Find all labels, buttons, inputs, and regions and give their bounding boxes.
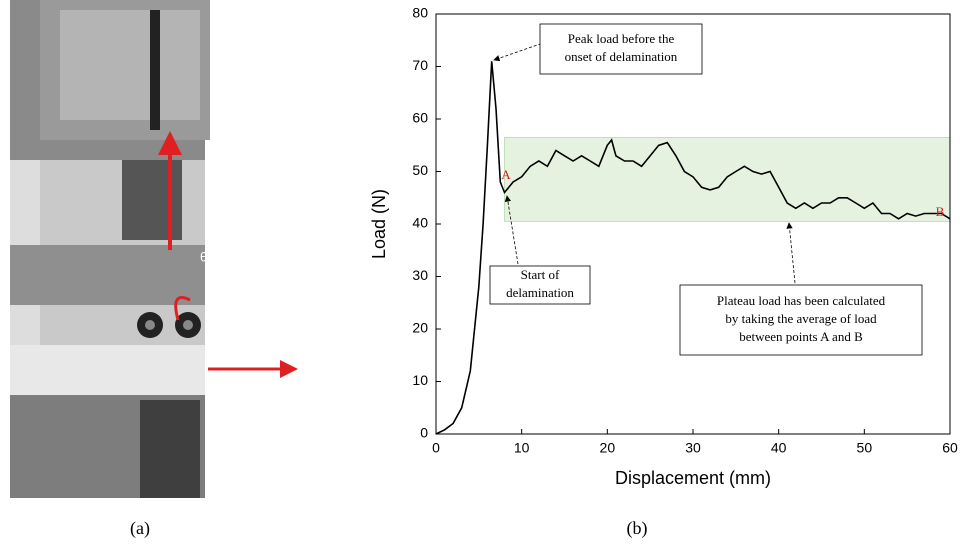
plot-frame: [435, 13, 951, 435]
annotation-arrow: [504, 195, 519, 265]
y-tick-label: 20: [412, 320, 428, 336]
x-axis-label: Displacement (mm): [615, 468, 771, 488]
photo-annotation: θ = 90°: [200, 249, 242, 264]
annotation-text: delamination: [506, 285, 574, 300]
y-tick-label: 0: [420, 425, 428, 441]
x-tick-label: 50: [857, 440, 873, 456]
annotation-text: between points A and B: [739, 329, 863, 344]
chart: 0 10 20 30 40 50 60 0 10 20 30 40 50 60 70 80 Displaceme…: [369, 5, 958, 488]
annotation-arrow: [786, 222, 796, 284]
annotation-arrow: [493, 41, 547, 62]
x-tick-label: 40: [771, 440, 787, 456]
plateau-region: [504, 136, 951, 222]
photo: θ = 90°: [10, 0, 298, 498]
x-tick-label: 30: [685, 440, 701, 456]
annotation-box: [679, 284, 923, 356]
y-tick-label: 30: [412, 267, 428, 283]
load-curve: [435, 61, 951, 435]
annotation-text: by taking the average of load: [725, 311, 877, 326]
y-tick-label: 10: [412, 372, 428, 388]
point-label: B: [936, 204, 945, 219]
annotation-text: Plateau load has been calculated: [717, 293, 886, 308]
y-tick-label: 60: [412, 110, 428, 126]
x-tick-label: 20: [600, 440, 616, 456]
annotation-text: Start of: [521, 267, 560, 282]
x-tick-label: 0: [432, 440, 440, 456]
annotation-box: [539, 23, 703, 75]
x-tick-label: 60: [942, 440, 958, 456]
annotation-text: onset of delamination: [565, 49, 678, 64]
annotation-box: [489, 265, 591, 305]
y-tick-label: 50: [412, 162, 428, 178]
caption: (a): [130, 518, 150, 539]
caption: (b): [627, 518, 648, 539]
y-tick-label: 70: [412, 57, 428, 73]
y-tick-label: 80: [412, 5, 428, 21]
y-axis-label: Load (N): [369, 189, 389, 259]
annotation-text: Peak load before the: [568, 31, 675, 46]
point-label: A: [501, 167, 511, 182]
x-tick-label: 10: [514, 440, 530, 456]
y-tick-label: 40: [412, 215, 428, 231]
